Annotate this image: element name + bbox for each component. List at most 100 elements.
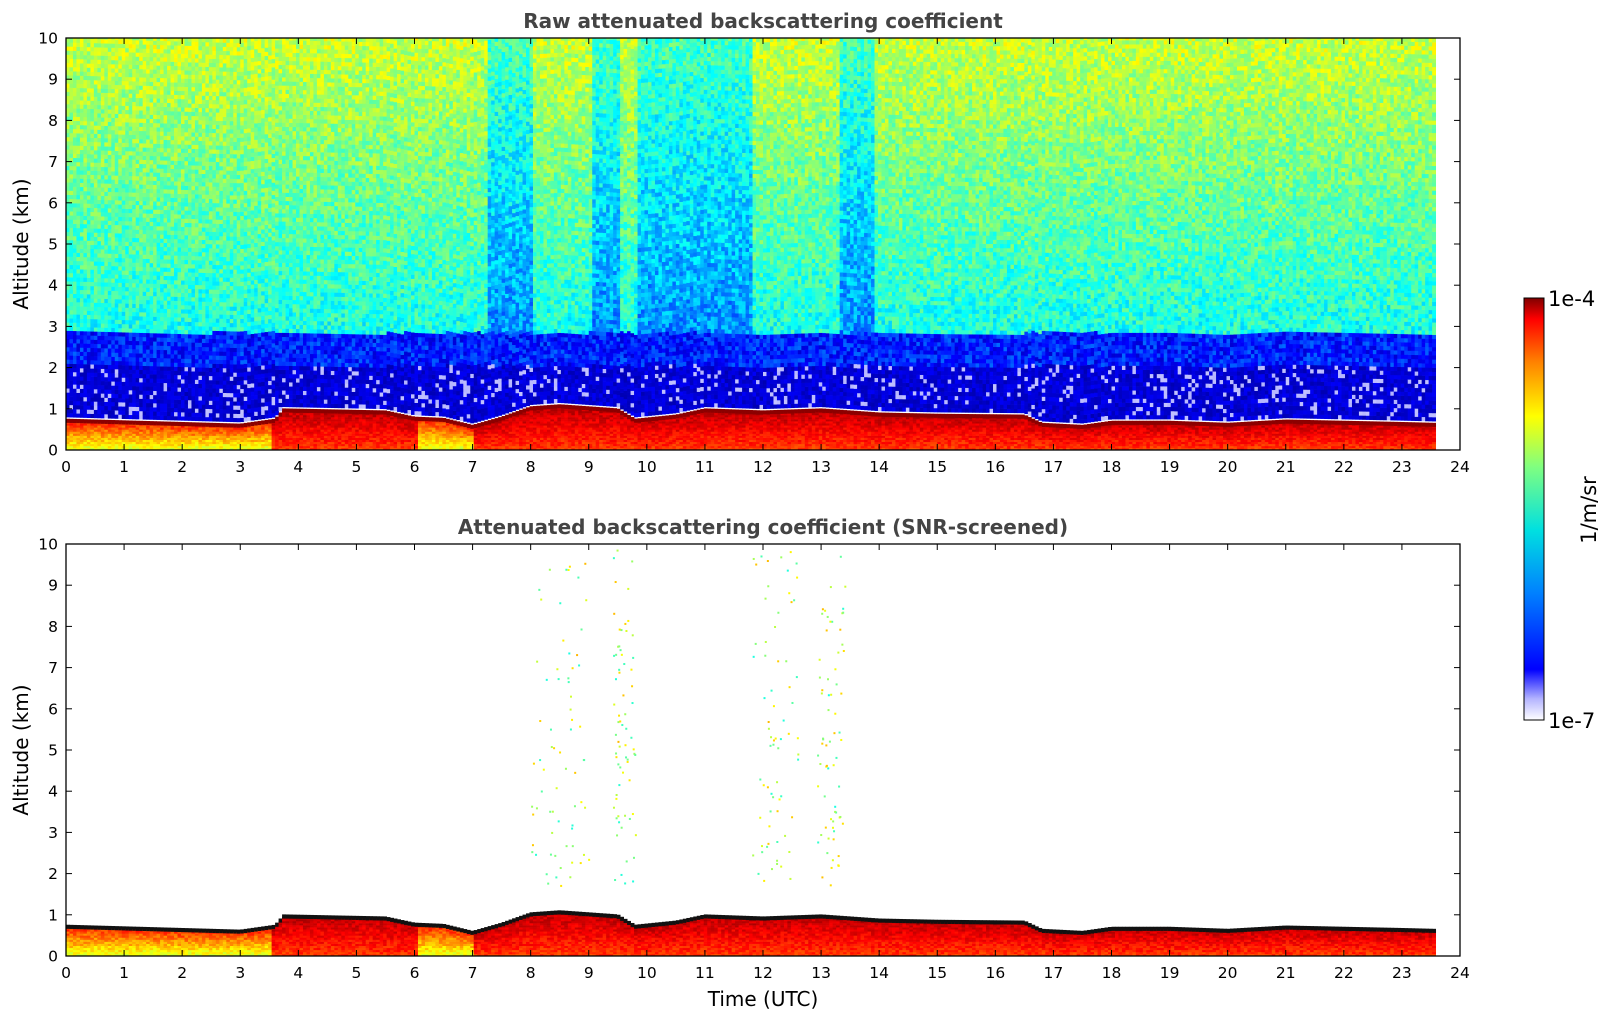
noise-cell [87, 208, 91, 212]
noise-cell [83, 409, 87, 413]
noise-cell [87, 376, 91, 380]
noise-cell [69, 215, 73, 219]
bl-cell [76, 434, 80, 436]
noise-cell [90, 261, 94, 265]
noise-cell [90, 294, 94, 298]
noise-cell [73, 314, 77, 318]
noise-cell [80, 240, 84, 244]
noise-cell [94, 364, 98, 368]
noise-cell [87, 191, 91, 195]
noise-cell [94, 344, 98, 348]
noise-cell [76, 335, 80, 339]
noise-cell [80, 133, 84, 137]
noise-cell [94, 356, 98, 360]
noise-cell [87, 43, 91, 47]
noise-cell [83, 294, 87, 298]
noise-cell [80, 183, 84, 187]
noise-cell [87, 319, 91, 323]
noise-cell [90, 393, 94, 397]
noise-cell [83, 203, 87, 207]
noise-cell [69, 42, 73, 46]
noise-cell [69, 360, 73, 364]
noise-cell [73, 360, 77, 364]
noise-cell [83, 232, 87, 236]
noise-cell [73, 405, 77, 409]
noise-cell [90, 171, 94, 175]
bl-cell [73, 434, 77, 436]
noise-cell [76, 47, 80, 51]
noise-cell [94, 340, 98, 344]
noise-cell [83, 385, 87, 389]
noise-cell [97, 377, 101, 381]
noise-cell [80, 43, 84, 47]
noise-cell [87, 372, 91, 376]
noise-cell [80, 277, 84, 281]
noise-cell [94, 410, 98, 414]
noise-cell [90, 154, 94, 158]
noise-cell [94, 72, 98, 76]
noise-cell [94, 113, 98, 117]
noise-cell [87, 405, 91, 409]
noise-cell [94, 154, 98, 158]
noise-cell [73, 125, 77, 129]
noise-cell [83, 125, 87, 129]
noise-cell [90, 241, 94, 245]
noise-cell [94, 265, 98, 269]
noise-cell [83, 348, 87, 352]
noise-cell [97, 393, 101, 397]
noise-cell [69, 277, 73, 281]
bl-cell [73, 438, 77, 440]
noise-cell [94, 303, 98, 307]
noise-cell [83, 240, 87, 244]
noise-cell [94, 216, 98, 220]
noise-cell [80, 339, 84, 343]
noise-cell [94, 179, 98, 183]
noise-cell [73, 285, 77, 289]
noise-cell [90, 55, 94, 59]
noise-cell [94, 323, 98, 327]
noise-cell [97, 352, 101, 356]
noise-cell [80, 113, 84, 117]
bl-cell [69, 446, 73, 448]
noise-cell [69, 92, 73, 96]
bl-cell [69, 427, 73, 429]
noise-cell [69, 327, 73, 331]
noise-cell [83, 413, 87, 417]
noise-cell [90, 51, 94, 55]
noise-cell [94, 142, 98, 146]
bl-cell [73, 427, 77, 429]
bl-cell [97, 444, 101, 446]
noise-cell [83, 368, 87, 372]
noise-cell [87, 327, 91, 331]
noise-cell [80, 100, 84, 104]
noise-cell [69, 397, 73, 401]
noise-cell [90, 368, 94, 372]
bl-cell [80, 429, 84, 431]
noise-cell [94, 220, 98, 224]
noise-cell [76, 347, 80, 351]
noise-cell [90, 397, 94, 401]
bl-cell [73, 444, 77, 446]
bl-cell [73, 425, 77, 427]
noise-cell [87, 179, 91, 183]
noise-cell [73, 162, 77, 166]
bl-cell [80, 436, 84, 438]
noise-cell [73, 108, 77, 112]
noise-cell [69, 343, 73, 347]
noise-cell [69, 388, 73, 392]
noise-cell [80, 228, 84, 232]
noise-cell [69, 145, 73, 149]
noise-cell [90, 364, 94, 368]
noise-cell [90, 360, 94, 364]
noise-cell [94, 401, 98, 405]
bl-cell [76, 436, 80, 438]
noise-cell [76, 129, 80, 133]
noise-cell [97, 348, 101, 352]
noise-cell [69, 104, 73, 108]
noise-cell [76, 80, 80, 84]
noise-cell [80, 195, 84, 199]
noise-cell [76, 187, 80, 191]
noise-cell [73, 240, 77, 244]
bl-cell [83, 444, 87, 446]
bl-cell [80, 423, 84, 425]
